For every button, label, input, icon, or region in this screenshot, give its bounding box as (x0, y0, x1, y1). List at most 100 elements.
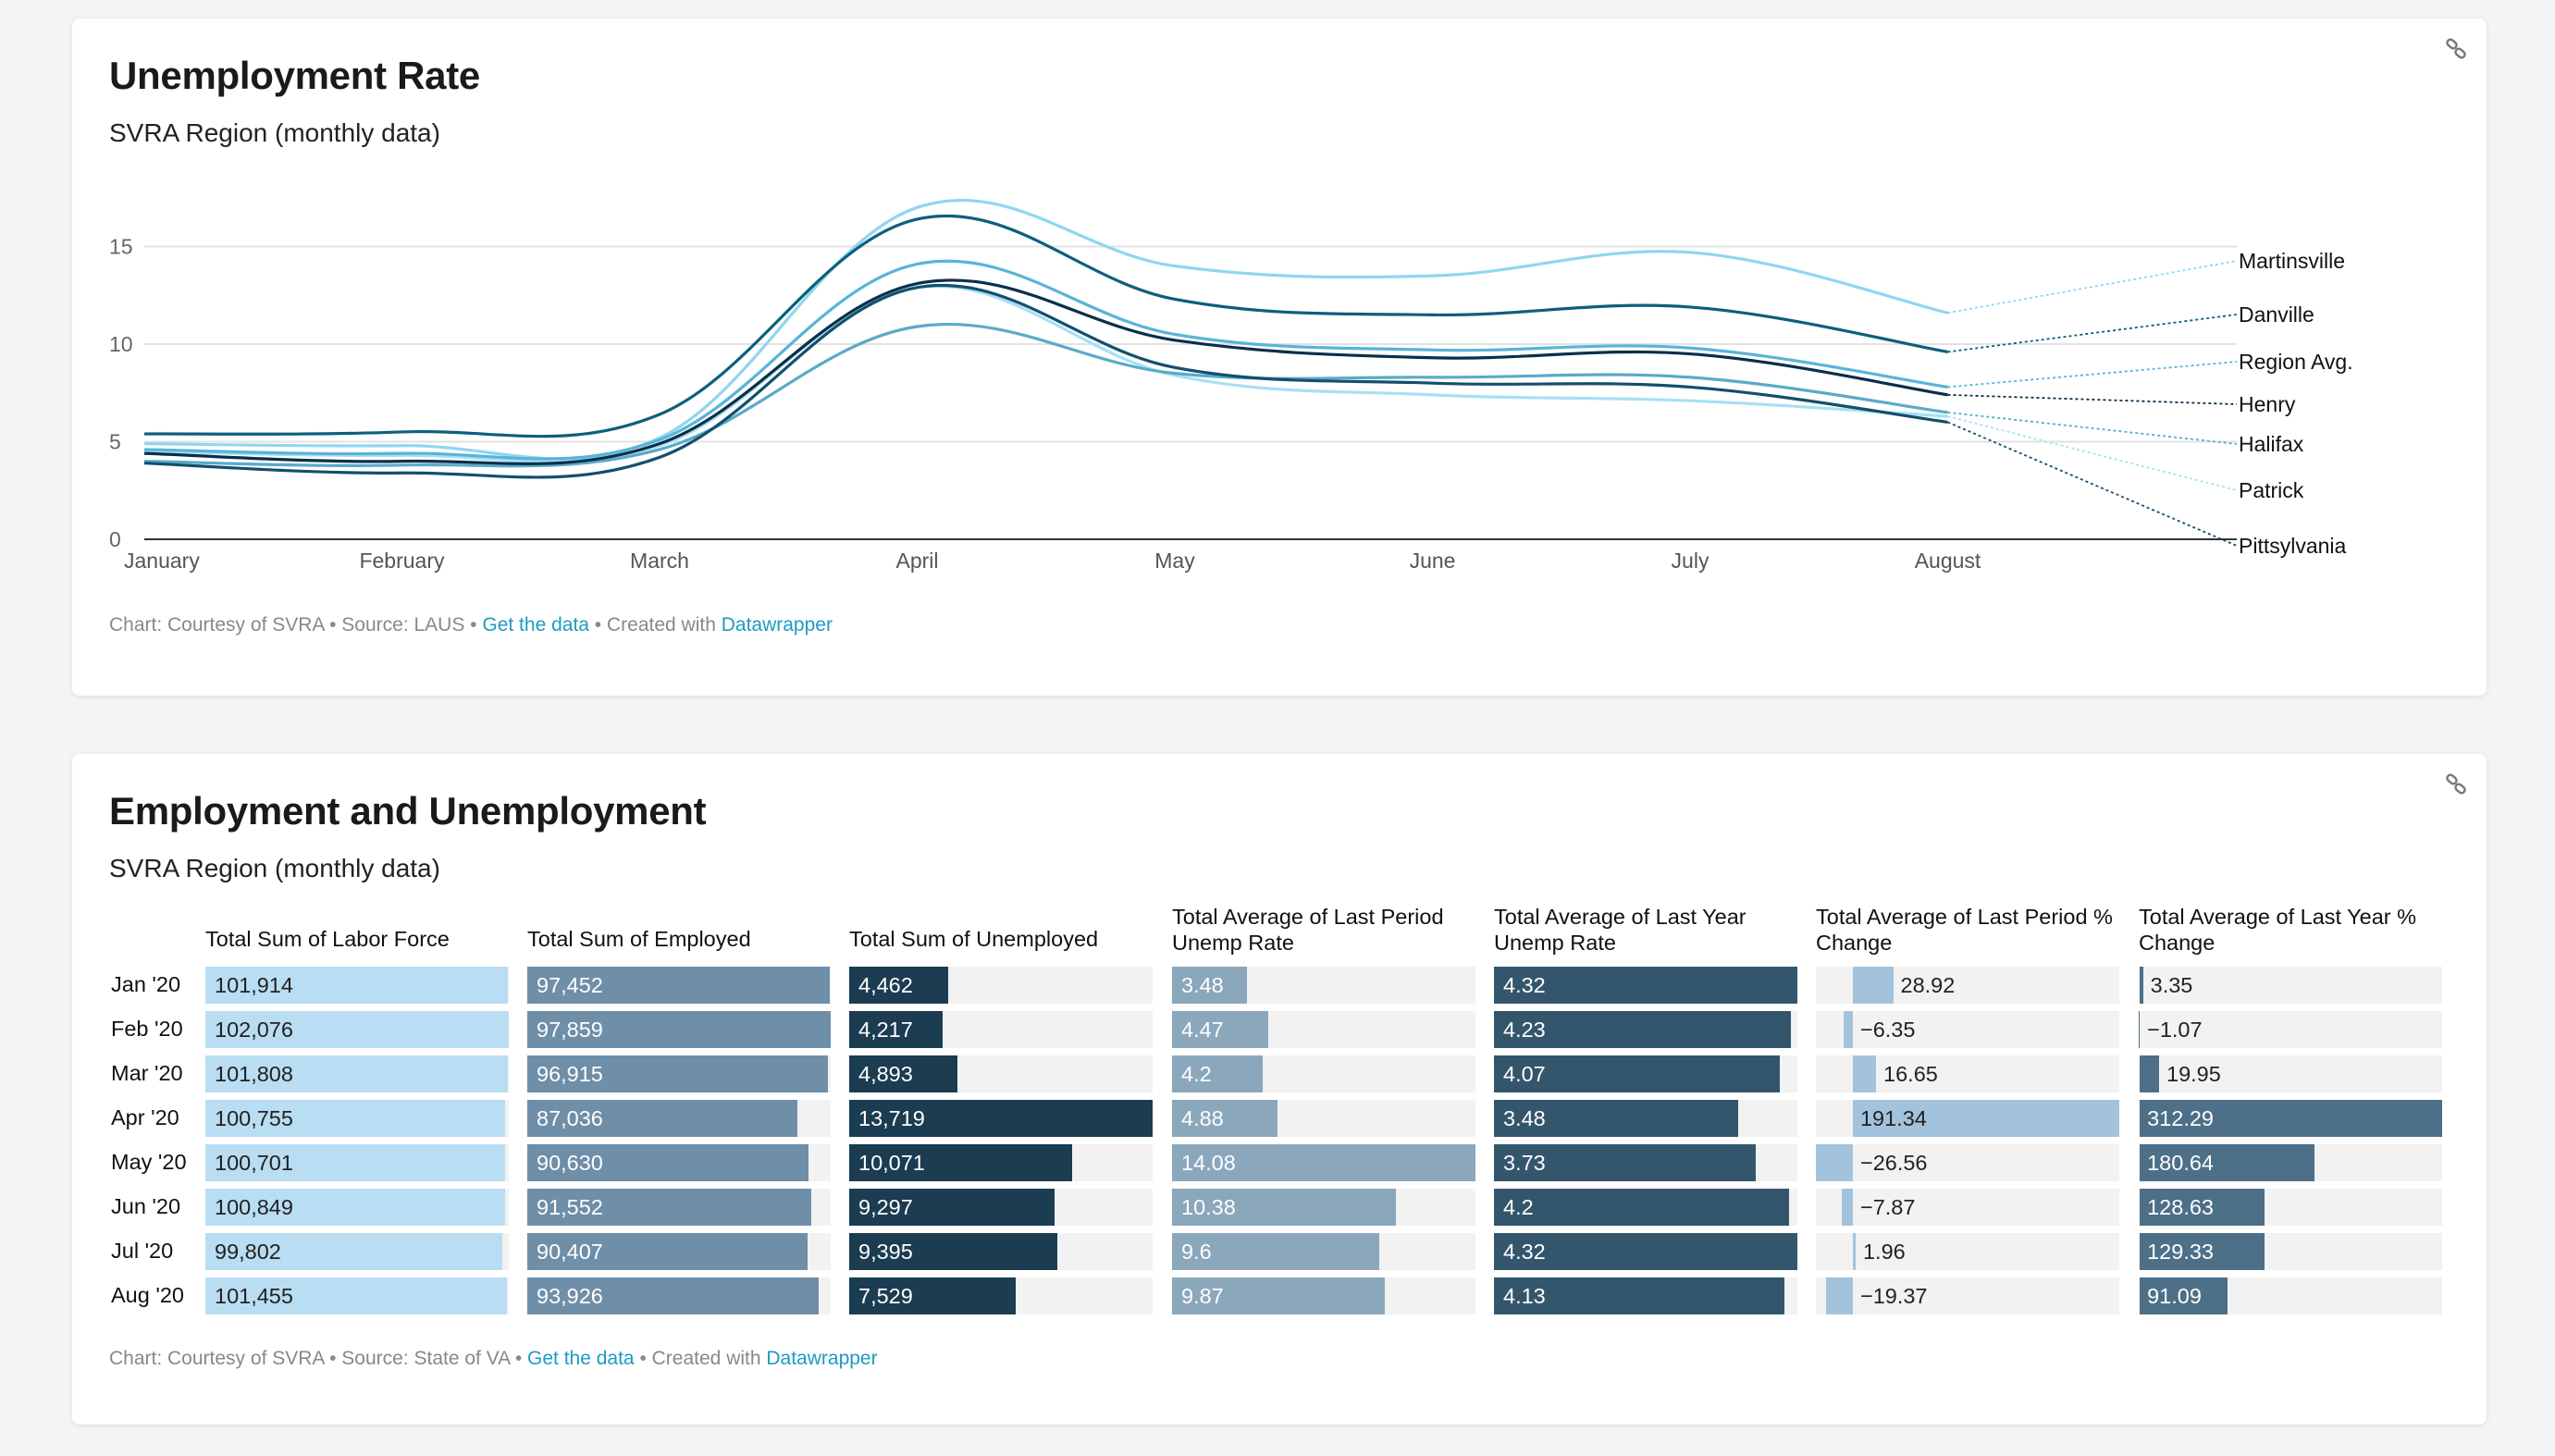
series-line-halifax (143, 322, 1948, 468)
row-label: Feb '20 (111, 1017, 183, 1041)
table-value: 100,849 (215, 1195, 293, 1219)
table-bar (527, 1144, 808, 1181)
table-value: 96,915 (537, 1062, 603, 1086)
table-cell: 9,395 (849, 1233, 1153, 1270)
series-line-region-avg- (143, 259, 1948, 461)
table-value: 129.33 (2147, 1240, 2214, 1264)
table-value: 102,076 (215, 1018, 293, 1042)
table-subtitle: SVRA Region (monthly data) (109, 854, 440, 882)
line-chart-subtitle: SVRA Region (monthly data) (109, 118, 440, 147)
x-tick-label: July (1672, 549, 1710, 573)
table-value: 10,071 (858, 1151, 925, 1175)
table-value: 4,462 (858, 973, 913, 997)
line-chart-title: Unemployment Rate (109, 54, 480, 97)
table-cell: 9.6 (1172, 1233, 1475, 1270)
table-title: Employment and Unemployment (109, 789, 707, 833)
table-value: 93,926 (537, 1284, 603, 1308)
table-cell: 16.65 (1816, 1055, 2119, 1092)
table-footer: Chart: Courtesy of SVRA • Source: State … (109, 1348, 878, 1370)
table-value: 19.95 (2166, 1062, 2221, 1086)
table-bar (2140, 1100, 2442, 1137)
column-header: Total Average of Last Year Unemp Rate (1494, 905, 1747, 955)
table-cell: 9,297 (849, 1189, 1153, 1226)
series-line-martinsville (143, 198, 1948, 461)
table-value: 91.09 (2147, 1284, 2202, 1308)
row-label: Jun '20 (111, 1194, 181, 1218)
table-bar (1494, 1233, 1797, 1270)
link-icon[interactable] (2444, 772, 2468, 796)
table-cell: 100,849 (205, 1189, 509, 1226)
column-header: Total Average of Last Period Unemp Rate (1172, 905, 1444, 955)
table-value: 128.63 (2147, 1195, 2214, 1219)
table-cell: 97,859 (527, 1011, 831, 1048)
table-cell: 180.64 (2139, 1144, 2442, 1181)
table-cell: 90,630 (527, 1144, 831, 1181)
row-label: Jan '20 (111, 972, 181, 996)
table-bar (1852, 1233, 1856, 1270)
table-cell: 14.08 (1172, 1144, 1475, 1181)
table-value: 100,755 (215, 1106, 293, 1130)
series-label: Danville (2239, 302, 2314, 327)
table-bar (1172, 1233, 1379, 1270)
table-bar (1852, 1100, 2119, 1137)
table-value: −7.87 (1859, 1195, 1916, 1219)
table-bar (1494, 1277, 1784, 1314)
table-bar (1172, 1011, 1269, 1048)
line-chart-footer: Chart: Courtesy of SVRA • Source: LAUS •… (109, 614, 833, 636)
table-bar (2140, 1277, 2228, 1314)
table-bar (527, 1277, 819, 1314)
label-connector (1947, 411, 2238, 445)
table-cell: 10.38 (1172, 1189, 1475, 1226)
table-value: 87,036 (537, 1106, 603, 1130)
table-cell: 4.32 (1494, 967, 1797, 1004)
table-cell: 7,529 (849, 1277, 1153, 1314)
table-cell: 102,076 (205, 1011, 509, 1048)
table-value: 14.08 (1181, 1151, 1236, 1175)
table-cell: −19.37 (1816, 1277, 2119, 1314)
table-bar (1494, 967, 1797, 1004)
row-label: Mar '20 (111, 1061, 183, 1085)
table-bar (1172, 967, 1248, 1004)
table-value: 101,914 (215, 973, 293, 997)
table-value: 7,529 (858, 1284, 913, 1308)
y-tick-label: 15 (109, 235, 133, 259)
table-cell: 4,462 (849, 967, 1153, 1004)
table-cell: 91.09 (2139, 1277, 2442, 1314)
table-value: 3.35 (2150, 973, 2193, 997)
table-cell: 4.2 (1172, 1055, 1475, 1092)
column-header: Total Sum of Unemployed (849, 927, 1099, 951)
series-line-danville (143, 214, 1948, 438)
table-cell: 4,893 (849, 1055, 1153, 1092)
line-chart-plot: 0 5 10 15 January February March April May June Ju… (109, 198, 2353, 573)
table-cell: 1.96 (1816, 1233, 2119, 1270)
table-bar (1494, 1189, 1789, 1226)
table-cell: 100,701 (205, 1144, 509, 1181)
table-bar (1844, 1011, 1853, 1048)
column-header: Total Sum of Labor Force (205, 927, 450, 951)
table-cell: 9.87 (1172, 1277, 1475, 1314)
table-cell: 101,914 (205, 967, 509, 1004)
get-data-link[interactable]: Get the data (482, 614, 589, 635)
table-cell: 13,719 (849, 1100, 1153, 1137)
table-value: 4.2 (1503, 1195, 1534, 1219)
table-cell: 97,452 (527, 967, 831, 1004)
table-bar (527, 1189, 811, 1226)
datawrapper-link[interactable]: Datawrapper (766, 1348, 878, 1369)
get-data-link[interactable]: Get the data (527, 1348, 635, 1369)
datawrapper-link[interactable]: Datawrapper (721, 614, 833, 635)
series-label: Henry (2239, 392, 2296, 416)
table-bar (205, 1055, 509, 1092)
table-bar (2139, 1011, 2141, 1048)
table-cell: 91,552 (527, 1189, 831, 1226)
table-value: 9,395 (858, 1240, 913, 1264)
table-bar (205, 1100, 505, 1137)
series-line-henry (143, 278, 1948, 465)
table-bar (1172, 1189, 1396, 1226)
link-icon[interactable] (2444, 37, 2468, 61)
table-value: 9.87 (1181, 1284, 1224, 1308)
table-bar (205, 967, 509, 1004)
table-cell: 4.47 (1172, 1011, 1475, 1048)
series-line-pittsylvania (143, 283, 1948, 479)
table-bar (849, 1233, 1057, 1270)
table-bar (849, 1277, 1016, 1314)
